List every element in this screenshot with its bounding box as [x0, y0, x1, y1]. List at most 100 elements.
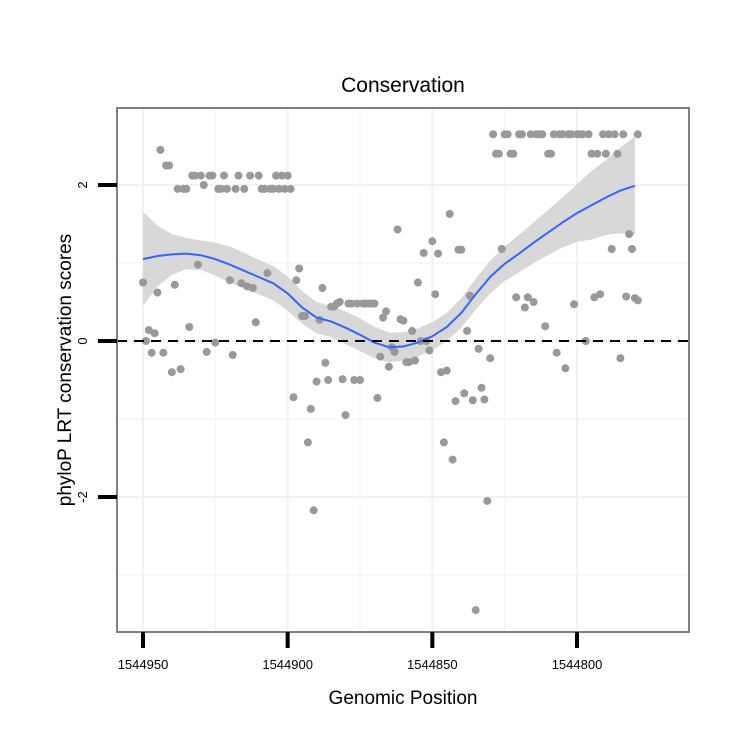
data-point: [220, 171, 228, 180]
data-point: [552, 348, 561, 357]
x-tick-label: 1544800: [552, 657, 603, 672]
data-point: [165, 161, 173, 170]
data-point: [419, 248, 428, 257]
data-point: [356, 376, 364, 384]
data-point: [379, 313, 388, 322]
data-point: [234, 171, 243, 180]
data-point: [596, 290, 605, 299]
chart-title: Conservation: [341, 74, 465, 97]
data-point: [628, 245, 636, 253]
data-point: [413, 278, 422, 287]
data-point: [382, 307, 390, 316]
x-tick-label: 1544950: [118, 657, 169, 672]
data-point: [613, 149, 622, 158]
data-point: [173, 184, 182, 193]
data-point: [439, 438, 448, 447]
data-point: [176, 365, 185, 374]
y-tick-label: -2: [75, 491, 90, 503]
data-point: [607, 245, 616, 253]
data-point: [434, 249, 443, 258]
data-point: [393, 225, 402, 234]
data-point: [480, 395, 489, 404]
data-point: [526, 130, 535, 139]
data-point: [254, 171, 263, 180]
data-point: [425, 346, 434, 355]
data-point: [373, 393, 382, 402]
data-point: [549, 130, 558, 139]
data-point: [558, 130, 567, 139]
data-point: [457, 245, 466, 254]
data-point: [370, 299, 379, 308]
data-point: [260, 184, 269, 193]
data-point: [303, 438, 312, 447]
data-point: [428, 237, 437, 246]
data-point: [468, 396, 477, 405]
data-point: [570, 300, 579, 309]
x-tick-label: 1544900: [262, 657, 313, 672]
data-point: [399, 316, 408, 325]
y-axis-label: phyloP LRT conservation scores: [55, 234, 76, 507]
data-point: [604, 130, 613, 139]
data-point: [272, 171, 281, 180]
data-point: [593, 149, 602, 158]
data-point: [199, 181, 208, 189]
data-point: [578, 130, 587, 139]
data-point: [275, 184, 283, 193]
data-point: [584, 130, 593, 139]
data-point: [208, 171, 217, 180]
data-point: [567, 130, 576, 139]
data-point: [610, 130, 619, 139]
confidence-ribbon-layer: [143, 136, 635, 363]
data-point: [489, 130, 498, 139]
data-point: [335, 298, 344, 306]
data-point: [616, 354, 625, 363]
data-point: [483, 496, 492, 505]
data-point: [350, 376, 359, 384]
data-point: [156, 145, 165, 154]
x-tick-label: 1544850: [407, 657, 458, 672]
data-point: [318, 284, 327, 292]
data-point: [523, 293, 532, 302]
data-point: [286, 184, 295, 193]
data-point: [301, 312, 309, 320]
data-point: [277, 171, 286, 180]
data-point: [622, 292, 631, 301]
data-point: [194, 260, 202, 269]
data-point: [561, 364, 570, 373]
scatter-points: [139, 130, 642, 615]
data-point: [283, 171, 292, 180]
data-point: [324, 376, 333, 384]
smooth-line: [142, 184, 636, 349]
data-point: [153, 288, 162, 297]
data-point: [306, 404, 315, 413]
smooth-line-layer: [142, 184, 636, 349]
data-point: [202, 347, 211, 356]
data-point: [225, 276, 234, 285]
data-point: [509, 149, 518, 158]
data-point: [625, 230, 634, 239]
data-point: [353, 299, 362, 308]
data-point: [529, 298, 538, 306]
data-point: [411, 356, 419, 365]
data-point: [460, 389, 469, 398]
data-point: [231, 184, 240, 193]
data-point: [170, 280, 179, 289]
data-point: [633, 296, 642, 305]
x-axis-label: Genomic Position: [329, 688, 478, 709]
data-point: [182, 184, 191, 193]
data-point: [445, 209, 454, 218]
data-point: [228, 351, 237, 359]
data-point: [141, 337, 150, 345]
data-point: [497, 245, 506, 253]
data-point: [338, 375, 347, 384]
x-axis-ticks: 1544950 1544900 1544850 1544800: [118, 632, 603, 672]
data-point: [494, 149, 503, 158]
data-point: [512, 293, 521, 302]
data-point: [541, 322, 550, 331]
data-point: [289, 393, 298, 402]
data-point: [147, 348, 156, 357]
data-point: [222, 184, 231, 193]
data-point: [633, 130, 642, 139]
data-point: [408, 326, 417, 335]
